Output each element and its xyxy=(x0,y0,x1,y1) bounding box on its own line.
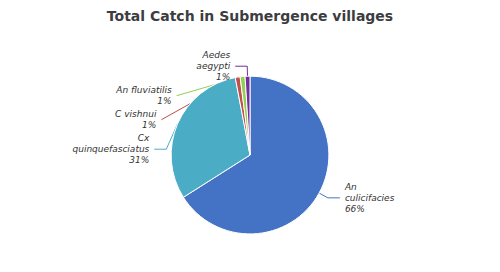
svg-text:An fluviatilis: An fluviatilis xyxy=(115,85,172,95)
svg-text:1%: 1% xyxy=(216,72,230,82)
svg-text:Cx: Cx xyxy=(138,133,150,143)
svg-text:1%: 1% xyxy=(157,96,171,106)
svg-text:An: An xyxy=(344,182,357,192)
svg-text:31%: 31% xyxy=(129,155,149,165)
svg-text:C vishnui: C vishnui xyxy=(115,109,157,119)
svg-text:1%: 1% xyxy=(142,120,156,130)
svg-text:Aedes: Aedes xyxy=(202,50,231,60)
svg-text:66%: 66% xyxy=(345,204,365,214)
svg-text:Total Catch in Submergence vil: Total Catch in Submergence villages xyxy=(107,8,393,24)
svg-text:aegypti: aegypti xyxy=(196,61,230,71)
svg-text:quinquefasciatus: quinquefasciatus xyxy=(72,144,149,154)
svg-text:culicifacies: culicifacies xyxy=(345,193,395,203)
